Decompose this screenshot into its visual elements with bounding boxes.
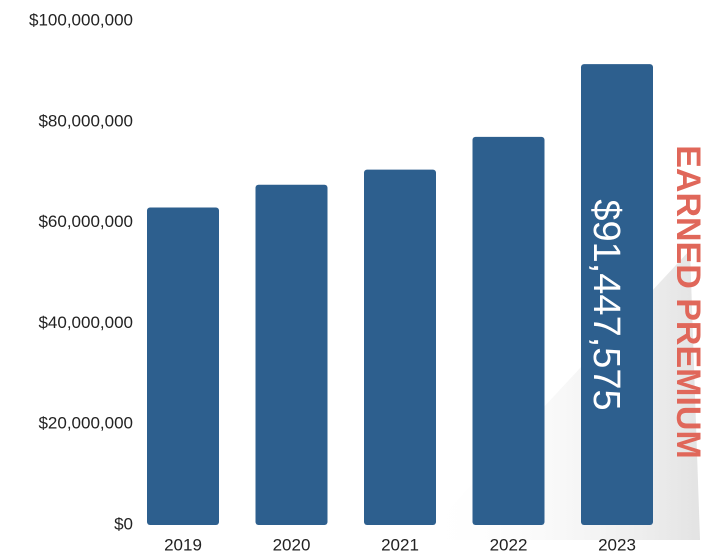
y-tick-label: $20,000,000 xyxy=(38,414,133,433)
bar-series xyxy=(147,64,653,526)
y-tick-label: $0 xyxy=(114,514,133,533)
bar-2020 xyxy=(255,184,328,526)
background-shade xyxy=(420,250,700,540)
x-tick-label-2022: 2022 xyxy=(490,535,528,554)
x-tick-label-2023: 2023 xyxy=(598,535,636,554)
bar-2023 xyxy=(581,64,653,526)
x-axis: 2019 2020 2021 2022 2023 xyxy=(164,535,636,554)
y-axis: $0 $20,000,000 $40,000,000 $60,000,000 $80,0… xyxy=(29,10,133,533)
x-tick-label-2021: 2021 xyxy=(381,535,419,554)
bar-2022 xyxy=(472,136,545,526)
y-tick-label: $40,000,000 xyxy=(38,313,133,332)
y-tick-label: $100,000,000 xyxy=(29,10,133,29)
bar-2021 xyxy=(364,169,436,525)
x-tick-label-2019: 2019 xyxy=(164,535,202,554)
bar-value-label-2023: $91,447,575 xyxy=(585,199,627,410)
x-tick-label-2020: 2020 xyxy=(273,535,311,554)
y-tick-label: $80,000,000 xyxy=(38,111,133,130)
earned-premium-title: EARNED PREMIUM xyxy=(669,145,706,459)
y-tick-label: $60,000,000 xyxy=(38,212,133,231)
bar-2019 xyxy=(147,207,219,526)
